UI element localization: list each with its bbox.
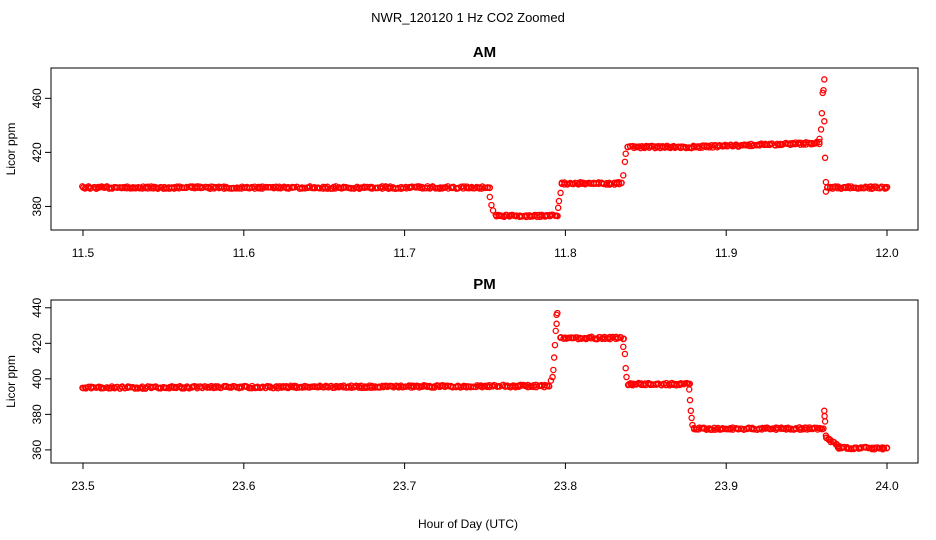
data-point	[552, 355, 557, 360]
data-point	[822, 77, 827, 82]
series-markers	[80, 311, 890, 452]
data-point	[621, 173, 626, 178]
data-point	[687, 387, 692, 392]
x-axis-label: Hour of Day (UTC)	[418, 517, 518, 531]
x-tick-label: 23.6	[232, 479, 256, 493]
y-tick-label: 440	[30, 297, 44, 317]
plot-frame	[51, 68, 918, 230]
data-point	[489, 202, 494, 207]
data-point	[490, 208, 495, 213]
y-axis-label: Licor ppm	[4, 123, 18, 176]
y-tick-label: 420	[30, 142, 44, 162]
panel-title: AM	[473, 44, 496, 61]
x-tick-label: 11.5	[72, 246, 95, 260]
x-tick-label: 23.7	[393, 479, 417, 493]
data-point	[689, 415, 694, 420]
plot-frame	[51, 300, 918, 463]
y-tick-label: 380	[30, 196, 44, 216]
x-tick-label: 11.9	[715, 246, 738, 260]
data-point	[556, 198, 561, 203]
y-tick-label: 380	[30, 404, 44, 424]
data-point	[623, 151, 628, 156]
data-point	[822, 119, 827, 124]
data-point	[551, 367, 556, 372]
x-tick-label: 23.8	[554, 479, 578, 493]
data-point	[823, 180, 828, 185]
y-axis-label: Licor ppm	[4, 355, 18, 408]
data-point	[558, 190, 563, 195]
x-tick-label: 23.5	[71, 479, 95, 493]
y-tick-label: 460	[30, 88, 44, 108]
x-tick-label: 11.8	[554, 246, 577, 260]
x-tick-label: 23.9	[715, 479, 739, 493]
data-point	[624, 374, 629, 379]
pm-panel: PM Licor ppm 360 380 400 420 440 23.5 23.6 23.7 23…	[4, 276, 918, 493]
y-tick-label: 400	[30, 369, 44, 389]
data-point	[822, 155, 827, 160]
data-point	[623, 366, 628, 371]
data-point	[822, 414, 827, 419]
y-tick-label: 420	[30, 333, 44, 353]
data-point	[487, 194, 492, 199]
data-point	[622, 159, 627, 164]
series-markers	[80, 77, 890, 220]
x-tick-label: 11.6	[233, 246, 256, 260]
x-tick-label: 12.0	[875, 246, 899, 260]
data-point	[822, 419, 827, 424]
data-point	[822, 408, 827, 413]
am-panel: AM Licor ppm 380 420 460 11.5 11.6 11.7 11.8 11.9…	[4, 44, 918, 260]
data-point	[554, 321, 559, 326]
x-tick-label: 11.7	[393, 246, 416, 260]
data-point	[819, 111, 824, 116]
data-point	[556, 205, 561, 210]
panel-title: PM	[473, 276, 496, 293]
data-point	[552, 342, 557, 347]
figure-suptitle: NWR_120120 1 Hz CO2 Zoomed	[371, 10, 565, 25]
data-point	[688, 408, 693, 413]
data-point	[687, 398, 692, 403]
data-point	[621, 344, 626, 349]
x-tick-label: 24.0	[875, 479, 899, 493]
data-point	[818, 127, 823, 132]
data-point	[622, 351, 627, 356]
data-point	[553, 328, 558, 333]
y-tick-label: 360	[30, 440, 44, 460]
